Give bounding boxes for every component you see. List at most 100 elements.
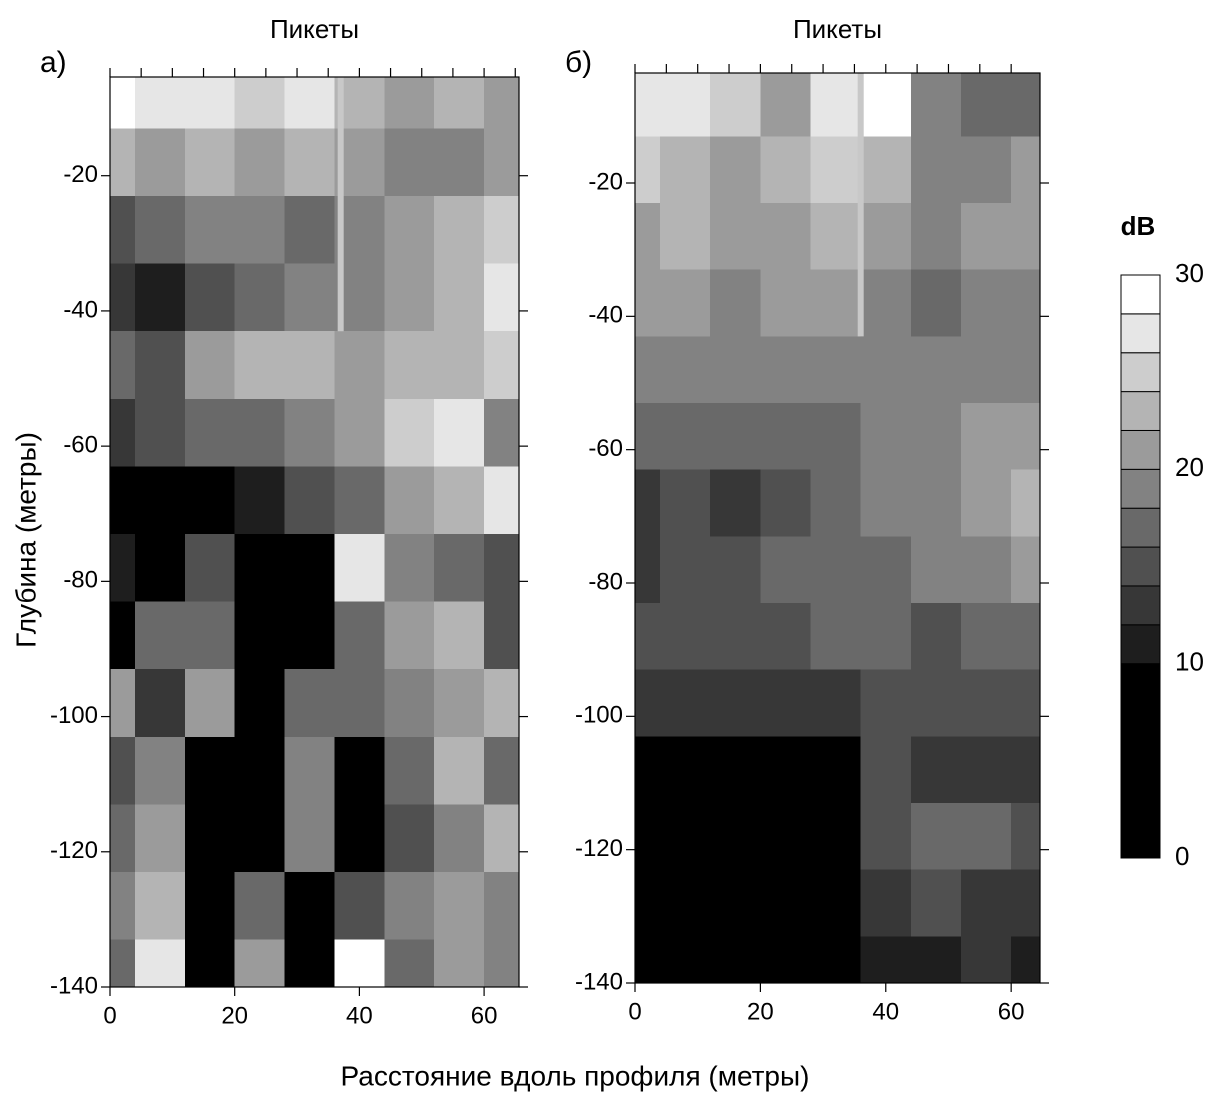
contour-cell bbox=[434, 804, 485, 873]
contour-cell bbox=[710, 936, 761, 984]
contour-cell bbox=[110, 939, 136, 988]
contour-cell bbox=[110, 804, 136, 873]
colorbar-band bbox=[1120, 624, 1161, 665]
contour-cell bbox=[660, 469, 711, 537]
contour-cell bbox=[134, 195, 186, 265]
contour-cell bbox=[810, 803, 862, 871]
top-axis-label: Пикеты bbox=[270, 14, 359, 44]
contour-cell bbox=[184, 77, 236, 129]
colorbar-band bbox=[1120, 468, 1161, 509]
contour-cell bbox=[860, 469, 912, 537]
contour-cell bbox=[384, 128, 435, 197]
colorbar-band bbox=[1120, 507, 1161, 548]
contour-cell bbox=[334, 872, 385, 941]
contour-cell bbox=[110, 601, 136, 670]
contour-cell bbox=[184, 331, 236, 400]
contour-cell bbox=[384, 331, 435, 400]
contour-cell bbox=[334, 669, 385, 738]
contour-cell bbox=[234, 398, 286, 467]
contour-cell bbox=[961, 469, 1012, 537]
contour-cell bbox=[334, 331, 385, 400]
contour-cell bbox=[384, 736, 435, 805]
contour-cell bbox=[1011, 669, 1041, 737]
contour-cell bbox=[961, 669, 1012, 737]
contour-cell bbox=[284, 195, 335, 265]
x-tick-label: 20 bbox=[221, 1002, 248, 1029]
contour-cell bbox=[910, 869, 962, 937]
contour-cell bbox=[760, 336, 812, 404]
contour-cell bbox=[384, 77, 435, 129]
contour-cell bbox=[334, 534, 385, 603]
contour-cell bbox=[760, 736, 812, 804]
contour-cell bbox=[284, 804, 335, 873]
contour-cell bbox=[184, 534, 236, 603]
contour-cell bbox=[434, 872, 485, 941]
contour-cell bbox=[234, 669, 286, 738]
contour-cell bbox=[110, 669, 136, 738]
contour-cell bbox=[134, 669, 186, 738]
contour-cell bbox=[434, 398, 485, 467]
contour-cell bbox=[710, 403, 761, 471]
contour-cell bbox=[284, 872, 335, 941]
contour-cell bbox=[434, 669, 485, 738]
contour-cell bbox=[234, 872, 286, 941]
contour-cell bbox=[810, 936, 862, 984]
contour-cell bbox=[484, 466, 520, 535]
contour-cell bbox=[384, 466, 435, 535]
contour-cell bbox=[660, 803, 711, 871]
contour-cell bbox=[1011, 736, 1041, 804]
colorbar-band bbox=[1120, 585, 1161, 626]
contour-cell bbox=[910, 73, 962, 137]
contour-cell bbox=[961, 869, 1012, 937]
contour-cell bbox=[710, 869, 761, 937]
contour-cell bbox=[961, 736, 1012, 804]
contour-cell bbox=[484, 736, 520, 805]
contour-cell bbox=[635, 736, 661, 804]
contour-cell bbox=[810, 536, 862, 604]
contour-cell bbox=[184, 398, 236, 467]
contour-cell bbox=[760, 803, 812, 871]
contour-cell bbox=[1011, 336, 1041, 404]
contour-cell bbox=[234, 736, 286, 805]
contour-cell bbox=[1011, 469, 1041, 537]
contour-cell bbox=[334, 804, 385, 873]
contour-cell bbox=[635, 536, 661, 604]
contour-cell bbox=[110, 534, 136, 603]
contour-cell bbox=[234, 601, 286, 670]
contour-cell bbox=[184, 601, 236, 670]
contour-cell bbox=[660, 603, 711, 671]
contour-cell bbox=[910, 669, 962, 737]
contour-cell bbox=[660, 269, 711, 337]
contour-cell bbox=[961, 603, 1012, 671]
contour-cell bbox=[635, 936, 661, 984]
contour-cell bbox=[961, 536, 1012, 604]
contour-cell bbox=[284, 77, 335, 129]
contour-cell bbox=[134, 77, 186, 129]
contour-cell bbox=[434, 331, 485, 400]
contour-cell bbox=[910, 936, 962, 984]
contour-cell bbox=[284, 534, 335, 603]
x-tick-label: 0 bbox=[628, 998, 641, 1025]
contour-cell bbox=[234, 804, 286, 873]
y-tick-label: -120 bbox=[50, 837, 98, 864]
contour-cell bbox=[760, 936, 812, 984]
x-tick-label: 60 bbox=[998, 998, 1025, 1025]
y-tick-label: -100 bbox=[50, 702, 98, 729]
contour-cell bbox=[961, 136, 1012, 204]
contour-cell bbox=[234, 77, 286, 129]
contour-cell bbox=[760, 203, 812, 271]
contour-cell bbox=[134, 804, 186, 873]
y-tick-label: -120 bbox=[575, 835, 623, 862]
contour-cell bbox=[184, 804, 236, 873]
contour-cell bbox=[110, 331, 136, 400]
contour-cell bbox=[284, 601, 335, 670]
contour-cell bbox=[184, 263, 236, 332]
contour-cell bbox=[860, 536, 912, 604]
contour-cell bbox=[710, 73, 761, 137]
contour-cell bbox=[810, 736, 862, 804]
contour-cell bbox=[660, 936, 711, 984]
contour-cell bbox=[284, 669, 335, 738]
y-tick-label: -40 bbox=[63, 296, 98, 323]
y-tick-label: -40 bbox=[588, 302, 623, 329]
x-tick-label: 40 bbox=[872, 998, 899, 1025]
